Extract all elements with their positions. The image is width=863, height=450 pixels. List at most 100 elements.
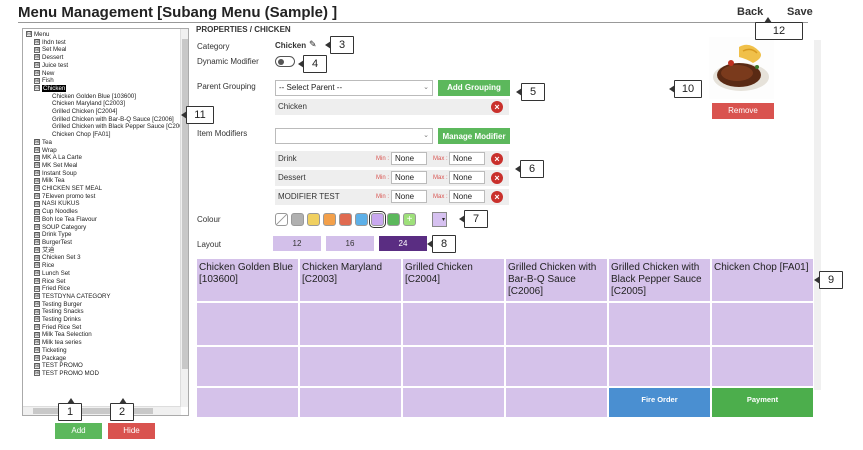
min-select[interactable]: None [391, 190, 427, 203]
tree-node[interactable]: ⊞ Instant Soup [26, 170, 188, 178]
payment-button[interactable]: Payment [711, 387, 814, 418]
empty-tile[interactable] [299, 387, 402, 418]
colour-swatch[interactable] [355, 213, 368, 226]
tree-node[interactable]: ⊞ Tea [26, 139, 188, 147]
tree-node[interactable]: ⊞ Lunch Set [26, 270, 188, 278]
colour-swatch[interactable] [339, 213, 352, 226]
collapse-icon[interactable]: ⊟ [34, 85, 40, 92]
colour-swatch[interactable] [387, 213, 400, 226]
expand-icon[interactable]: ⊞ [34, 185, 40, 192]
empty-tile[interactable] [608, 346, 711, 387]
menu-tree[interactable]: ⊟ Menu ⊞ Ihdn test ⊞ Set Meal ⊞ Dessert ⊞ Juice t… [22, 28, 189, 416]
add-button[interactable]: Add [55, 423, 102, 439]
colour-swatch[interactable] [291, 213, 304, 226]
empty-tile[interactable] [196, 346, 299, 387]
grid-scrollbar[interactable] [814, 40, 821, 390]
empty-tile[interactable] [196, 387, 299, 418]
expand-icon[interactable]: ⊞ [34, 308, 40, 315]
tree-node[interactable]: Grilled Chicken with Black Pepper Sauce … [26, 123, 188, 131]
tree-node[interactable]: ⊞ Chicken Set 3 [26, 254, 188, 262]
collapse-icon[interactable]: ⊟ [26, 31, 32, 38]
tree-node[interactable]: Chicken Chop [FA01] [26, 131, 188, 139]
empty-tile[interactable] [505, 346, 608, 387]
layout-option-12[interactable]: 12 [273, 236, 321, 251]
colour-swatch[interactable] [307, 213, 320, 226]
expand-icon[interactable]: ⊞ [34, 331, 40, 338]
tree-node[interactable]: ⊟ Menu [26, 31, 188, 39]
tree-node[interactable]: ⊞ TEST PROMO MOD [26, 370, 188, 378]
expand-icon[interactable]: ⊞ [34, 139, 40, 146]
tree-node[interactable]: ⊞ Milk Tea [26, 177, 188, 185]
remove-image-button[interactable]: Remove [712, 103, 774, 119]
tree-node[interactable]: ⊞ Set Meal [26, 46, 188, 54]
expand-icon[interactable]: ⊞ [34, 208, 40, 215]
menu-item-tile[interactable]: Grilled Chicken with Bar-B-Q Sauce [C200… [505, 258, 608, 302]
fire-order-button[interactable]: Fire Order [608, 387, 711, 418]
expand-icon[interactable]: ⊞ [34, 300, 40, 307]
expand-icon[interactable]: ⊞ [34, 239, 40, 246]
tree-node[interactable]: ⊞ Testing Snacks [26, 308, 188, 316]
expand-icon[interactable]: ⊞ [34, 54, 40, 61]
expand-icon[interactable]: ⊞ [34, 154, 40, 161]
expand-icon[interactable]: ⊞ [34, 62, 40, 69]
remove-modifier-icon[interactable]: × [491, 191, 503, 203]
tree-node[interactable]: ⊞ Wrap [26, 147, 188, 155]
max-select[interactable]: None [449, 152, 485, 165]
tree-node[interactable]: Chicken Maryland [C2003] [26, 100, 188, 108]
pencil-icon[interactable]: ✎ [309, 39, 317, 49]
expand-icon[interactable]: ⊞ [34, 262, 40, 269]
tree-node[interactable]: ⊞ MK A La Carte [26, 154, 188, 162]
tree-node[interactable]: ⊞ NASI KUKUS [26, 200, 188, 208]
menu-item-tile[interactable]: Chicken Chop [FA01] [711, 258, 814, 302]
colour-swatch[interactable]: + [403, 213, 416, 226]
tree-node[interactable]: ⊞ Fried Rice [26, 285, 188, 293]
layout-option-24[interactable]: 24 [379, 236, 427, 251]
tree-node[interactable]: Chicken Golden Blue [103600] [26, 93, 188, 101]
empty-tile[interactable] [711, 346, 814, 387]
expand-icon[interactable]: ⊞ [34, 270, 40, 277]
expand-icon[interactable]: ⊞ [34, 223, 40, 230]
tree-node[interactable]: ⊞ Rice Set [26, 278, 188, 286]
tree-node[interactable]: ⊟ Chicken [26, 84, 188, 93]
parent-select[interactable]: -- Select Parent -- ⌄ [275, 80, 433, 96]
tree-node[interactable]: ⊞ SOUP Category [26, 224, 188, 232]
menu-item-tile[interactable]: Grilled Chicken with Black Pepper Sauce … [608, 258, 711, 302]
tree-node[interactable]: ⊞ TESTDYNA CATEGORY [26, 293, 188, 301]
tree-node[interactable]: ⊞ Boh Ice Tea Flavour [26, 216, 188, 224]
tree-node[interactable]: ⊞ Dessert [26, 54, 188, 62]
expand-icon[interactable]: ⊞ [34, 46, 40, 53]
expand-icon[interactable]: ⊞ [34, 170, 40, 177]
colour-swatch[interactable] [275, 213, 288, 226]
tree-node[interactable]: ⊞ Drink Type [26, 231, 188, 239]
expand-icon[interactable]: ⊞ [34, 293, 40, 300]
menu-item-tile[interactable]: Chicken Golden Blue [103600] [196, 258, 299, 302]
tree-node[interactable]: ⊞ TEST PROMO [26, 362, 188, 370]
tree-node[interactable]: ⊞ Fish [26, 77, 188, 85]
tree-node[interactable]: ⊞ BurgerTest [26, 239, 188, 247]
tree-node[interactable]: Grilled Chicken with Bar-B-Q Sauce [C200… [26, 116, 188, 124]
dynamic-modifier-toggle[interactable] [275, 56, 295, 67]
remove-modifier-icon[interactable]: × [491, 153, 503, 165]
expand-icon[interactable]: ⊞ [34, 362, 40, 369]
expand-icon[interactable]: ⊞ [34, 277, 40, 284]
expand-icon[interactable]: ⊞ [34, 162, 40, 169]
expand-icon[interactable]: ⊞ [34, 193, 40, 200]
empty-tile[interactable] [505, 302, 608, 346]
empty-tile[interactable] [299, 346, 402, 387]
tree-node[interactable]: ⊞ Juice test [26, 62, 188, 70]
add-grouping-button[interactable]: Add Grouping [438, 80, 510, 96]
expand-icon[interactable]: ⊞ [34, 231, 40, 238]
expand-icon[interactable]: ⊞ [34, 77, 40, 84]
tree-node[interactable]: ⊞ Milk tea series [26, 339, 188, 347]
remove-modifier-icon[interactable]: × [491, 172, 503, 184]
expand-icon[interactable]: ⊞ [34, 247, 40, 254]
empty-tile[interactable] [299, 302, 402, 346]
tree-node[interactable]: Grilled Chicken [C2004] [26, 108, 188, 116]
empty-tile[interactable] [196, 302, 299, 346]
tree-node[interactable]: ⊞ CHICKEN SET MEAL [26, 185, 188, 193]
min-select[interactable]: None [391, 152, 427, 165]
colour-picker[interactable]: ▾ [432, 212, 447, 227]
tree-node[interactable]: ⊞ MK Set Meal [26, 162, 188, 170]
expand-icon[interactable]: ⊞ [34, 200, 40, 207]
expand-icon[interactable]: ⊞ [34, 39, 40, 46]
